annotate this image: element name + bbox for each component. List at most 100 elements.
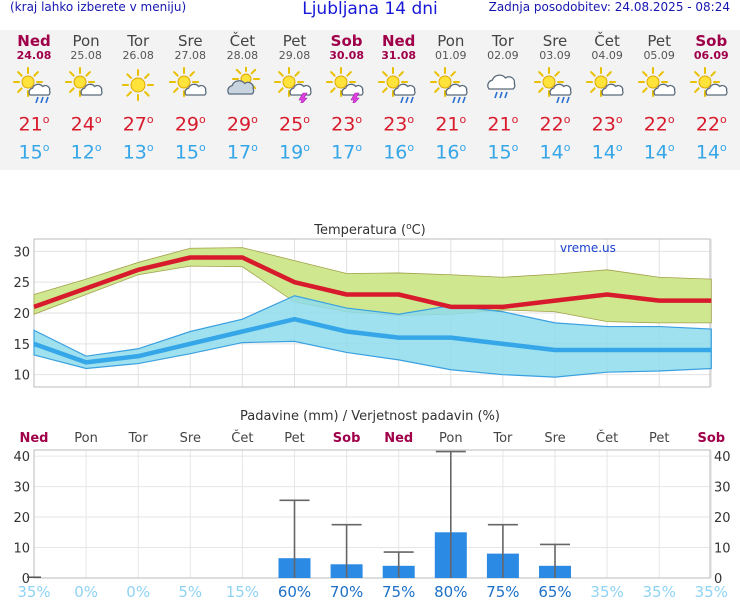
day-date: 02.09 [487,49,519,62]
day-forecast: Ned 31.08 23o 16o [373,30,425,165]
temp-min: 16o [435,141,467,164]
probability-label: 65% [538,583,571,600]
temp-max: 22o [695,113,727,136]
temp-min: 12o [70,141,102,164]
temperature-chart: Temperatura (oC) 10 15 20 25 30 vreme.us [13,222,712,388]
y-tick-label: 20 [13,307,30,322]
y-tick-label-right: 40 [714,450,731,465]
y-tick-label-left: 0 [22,572,30,587]
y-tick-label-left: 30 [13,481,30,496]
day-date: 29.08 [278,49,311,62]
menu-hint: (kraj lahko izberete v meniju) [10,0,187,14]
day-date: 24.08 [16,49,52,62]
y-tick-label-right: 30 [714,481,731,496]
cloud-rain-icon [477,67,529,103]
day-date: 26.08 [122,49,154,62]
sun-cloud-icon [60,67,112,103]
day-forecast: Ned 24.08 21o 15o [8,30,60,165]
probability-label: 15% [226,583,259,600]
category-label: Sre [544,431,565,446]
sun-cloud-icon [164,67,216,103]
day-forecast: Pet 05.09 22o 14o [633,30,685,165]
category-label: Ned [19,431,48,446]
day-name: Pet [647,32,671,50]
sun-cloud-icon [685,67,737,103]
y-tick-label-left: 10 [13,542,30,557]
day-name: Ned [17,32,51,50]
day-forecast: Sre 03.09 22o 14o [529,30,581,165]
temp-min: 14o [643,141,675,164]
category-label: Sre [180,431,201,446]
day-name: Čet [594,32,620,50]
day-date: 01.09 [435,49,467,62]
category-label: Tor [128,431,149,446]
sun-cloud-rain-icon [8,67,60,104]
precipitation-chart-title: Padavine (mm) / Verjetnost padavin (%) [240,409,500,424]
category-label: Ned [384,431,413,446]
temp-min: 14o [591,141,623,164]
temp-min: 14o [539,141,571,164]
probability-label: 5% [178,583,202,600]
sun-cloud-icon [633,67,685,103]
temp-max: 22o [539,113,571,136]
temp-min: 14o [695,141,727,164]
precipitation-chart: Padavine (mm) / Verjetnost padavin (%) Ne… [13,409,731,600]
y-tick-label: 30 [13,245,30,260]
temp-max: 21o [487,113,519,136]
sun-cloud-storm-icon [321,67,373,108]
day-date: 28.08 [226,49,259,62]
sun-cloud-icon [581,67,633,103]
temp-min: 15o [487,141,519,164]
day-forecast: Sob 30.08 23o 17o [321,30,373,165]
day-name: Sre [542,32,568,50]
day-forecast: Sre 27.08 29o 15o [164,30,216,165]
watermark: vreme.us [560,241,616,255]
day-forecast: Pet 29.08 25o 19o [269,30,321,165]
sun-cloud-rain-icon [529,67,581,104]
plot-frame [33,449,711,579]
precipitation-bar [27,576,41,578]
day-forecast: Čet 28.08 29o 17o [216,30,268,165]
y-tick-label: 25 [13,276,30,291]
probability-label: 35% [590,583,623,600]
probability-label: 75% [382,583,415,600]
day-date: 05.09 [643,49,675,62]
y-tick-label: 10 [13,369,30,384]
temp-min: 15o [174,141,206,164]
day-forecast: Tor 26.08 27o 13o [112,30,164,165]
y-tick-label-right: 10 [714,542,731,557]
probability-label: 75% [486,583,519,600]
temp-max: 24o [70,113,102,136]
day-date: 30.08 [329,49,364,62]
probability-label: 0% [126,583,150,600]
temp-max: 21o [435,113,467,136]
day-date: 06.09 [693,49,729,62]
temp-min: 17o [226,141,258,164]
sun-cloud-storm-icon [269,67,321,108]
temp-max: 29o [174,113,206,136]
probability-label: 80% [434,583,467,600]
day-date: 04.09 [591,49,623,62]
day-name: Sob [695,32,728,50]
min-temp-line [33,316,712,365]
temp-max: 23o [331,113,363,136]
temperature-chart-title: Temperatura (oC) [313,222,425,238]
category-label: Čet [231,430,253,446]
temp-min: 19o [279,141,310,164]
probability-label: 35% [695,583,728,600]
day-date: 31.08 [381,49,417,62]
y-tick-label-left: 20 [13,511,30,526]
temp-min: 16o [383,141,415,164]
temp-max: 23o [383,113,415,136]
probability-label: 60% [278,583,311,600]
day-forecast: Pon 01.09 21o 16o [425,30,477,165]
temp-max: 25o [279,113,310,136]
page-title: Ljubljana 14 dni [302,0,438,19]
y-tick-label-left: 40 [13,450,30,465]
day-name: Tor [491,32,514,50]
temp-min: 13o [122,141,154,164]
daily-forecast-strip: Ned 24.08 21o 15o Pon 25.08 24o 12o Tor 26.08 27o 1… [0,30,740,170]
day-name: Ned [381,32,416,50]
sun-cloud-rain-icon [373,67,425,104]
temp-min: 15o [18,141,50,164]
